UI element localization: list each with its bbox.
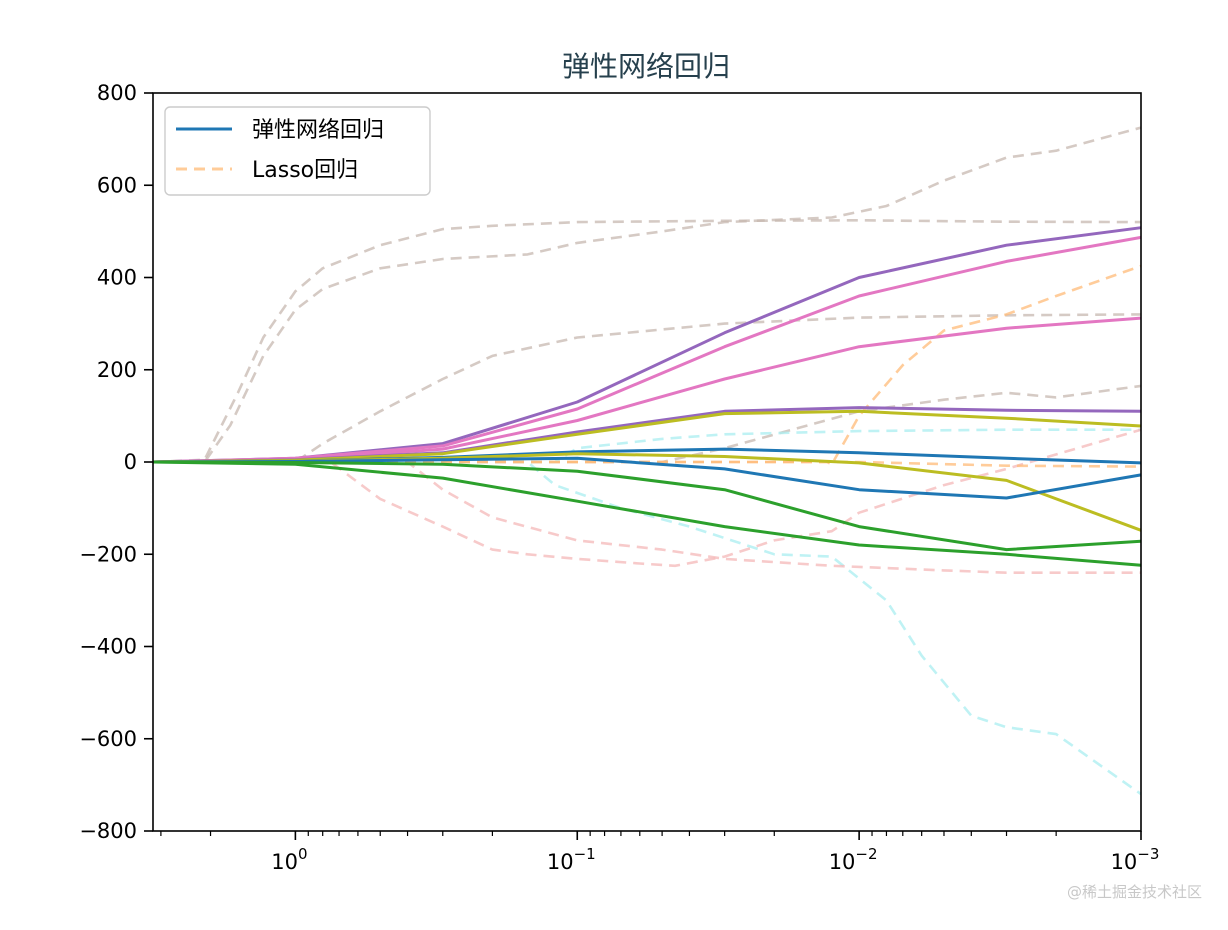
elastic-series-line-0	[152, 226, 1142, 464]
lasso-series-line-17	[153, 460, 1141, 574]
y-tick-label-2: 400	[97, 266, 137, 290]
lasso-series-line-18	[153, 264, 1142, 466]
lasso-series-line-13	[153, 384, 1142, 464]
y-tick-label-5: −200	[79, 542, 137, 566]
lasso-series-line-19	[153, 460, 1142, 468]
lasso-series-line-10	[152, 219, 1142, 464]
lasso-series-line-16	[153, 428, 1142, 568]
chart-title: 弹性网络回归	[562, 50, 730, 83]
y-tick-label-6: −400	[79, 635, 137, 659]
y-axis: 800 600 400 200 0 −200 −400 −600 −800	[79, 81, 153, 843]
y-tick-label-4: 0	[124, 450, 137, 474]
watermark: @稀土掘金技术社区	[1066, 883, 1202, 901]
x-tick-label-0: 100	[271, 845, 307, 874]
elastic-series-line-2	[152, 316, 1142, 464]
legend: 弹性网络回归 Lasso回归	[164, 106, 431, 196]
legend-label-0: 弹性网络回归	[252, 118, 384, 143]
lasso-series-line-12	[153, 313, 1142, 464]
x-tick-label-2: 10−2	[829, 845, 878, 874]
y-tick-label-3: 200	[97, 358, 137, 382]
elastic-series-line-7	[152, 456, 1142, 500]
elastic-series-line-9	[152, 460, 1142, 567]
legend-label-1: Lasso回归	[252, 158, 358, 183]
y-tick-label-7: −600	[79, 727, 137, 751]
elastic-series-line-1	[152, 235, 1142, 464]
x-tick-label-3: 10−3	[1111, 845, 1160, 874]
elastic-series-line-8	[152, 460, 1142, 552]
y-tick-label-8: −800	[79, 819, 137, 843]
lasso-series-line-11	[153, 126, 1142, 464]
x-axis: 100 10−1 10−2 10−3	[160, 831, 1160, 874]
series-layer	[152, 126, 1142, 796]
x-tick-label-1: 10−1	[547, 845, 596, 874]
y-tick-label-0: 800	[97, 81, 137, 105]
y-tick-label-1: 600	[97, 173, 137, 197]
